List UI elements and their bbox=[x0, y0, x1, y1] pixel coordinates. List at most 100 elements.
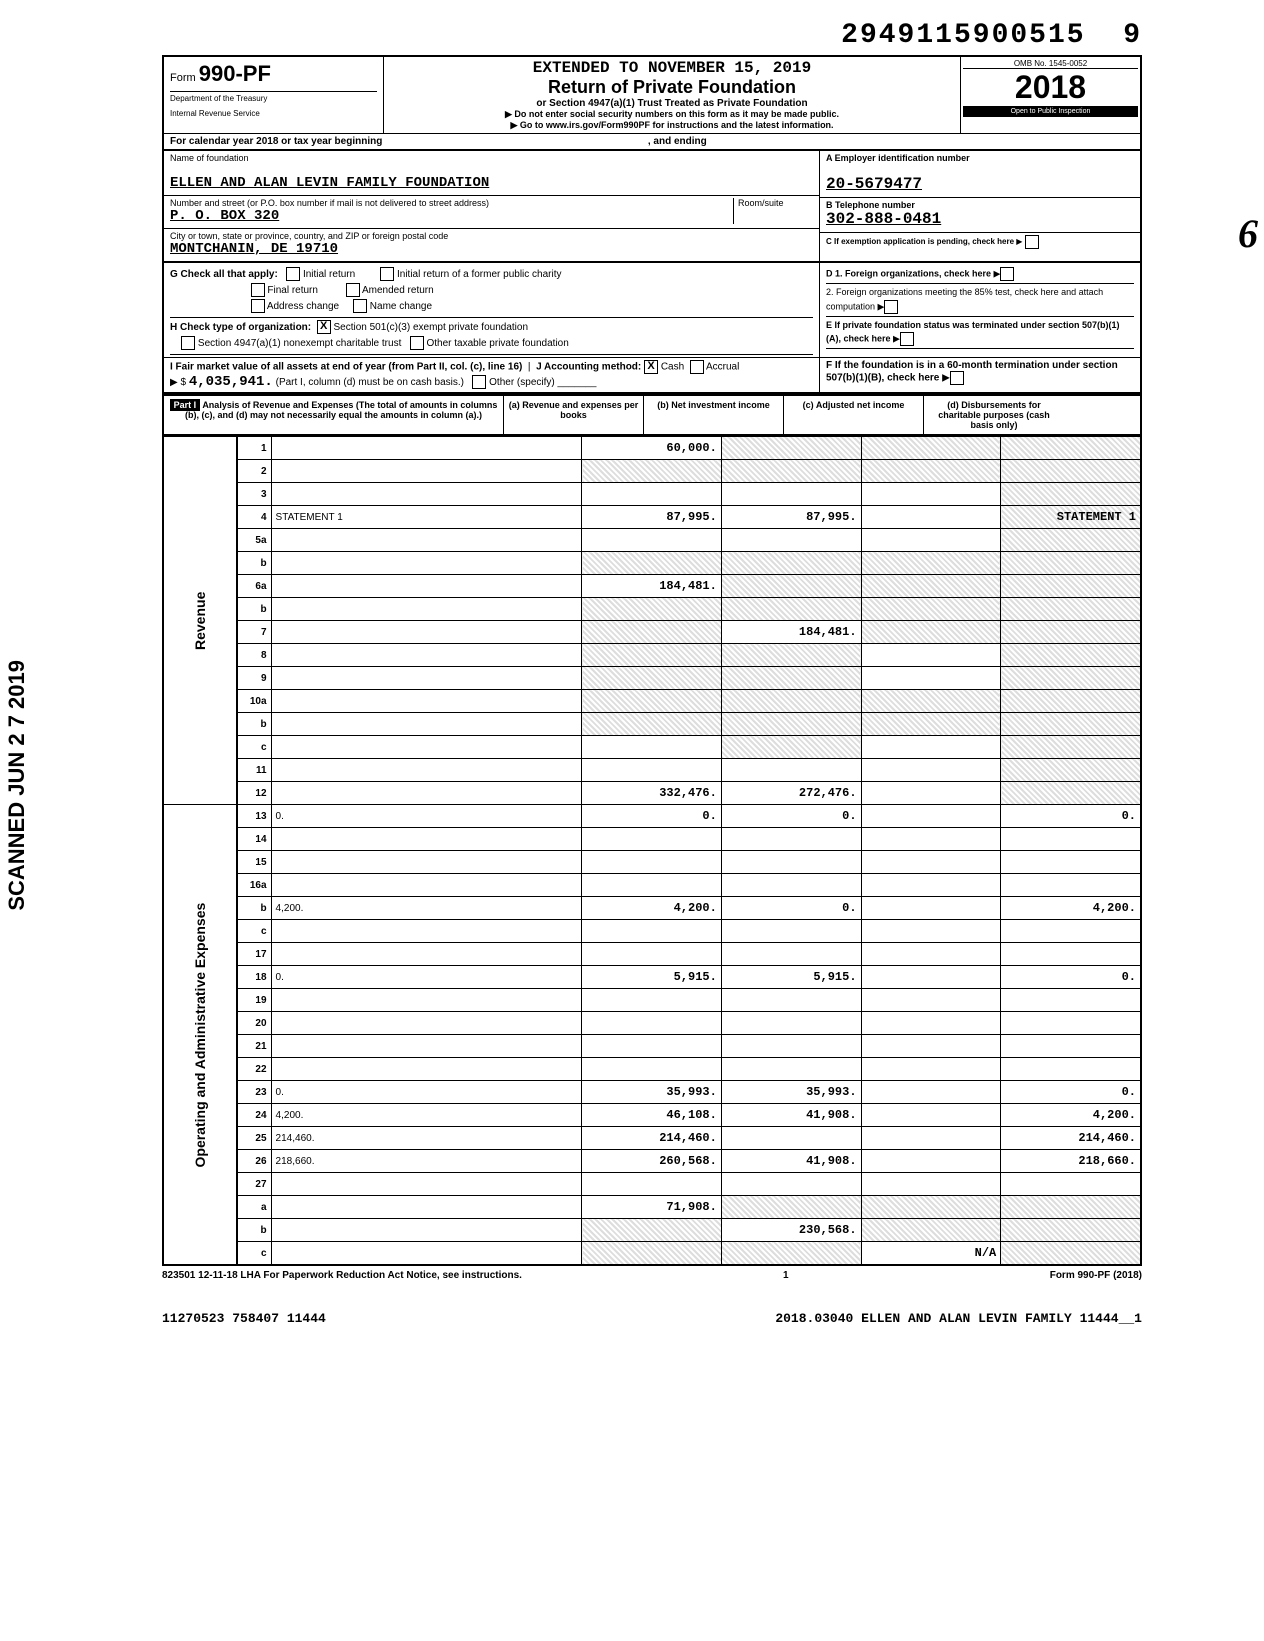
cell-b bbox=[721, 989, 861, 1012]
h-other-taxable[interactable] bbox=[410, 336, 424, 350]
line-description: 0. bbox=[271, 966, 582, 989]
line-description bbox=[271, 529, 582, 552]
cell-c bbox=[861, 1081, 1001, 1104]
form-990pf-page: 2949115900515 9 Form 990-PF Department o… bbox=[162, 20, 1142, 1326]
cell-b: 0. bbox=[721, 897, 861, 920]
g-address-change[interactable] bbox=[251, 299, 265, 313]
footer-line: 823501 12-11-18 LHA For Paperwork Reduct… bbox=[162, 1270, 1142, 1281]
line-description bbox=[271, 759, 582, 782]
g-initial-return[interactable] bbox=[286, 267, 300, 281]
cell-d bbox=[1001, 828, 1141, 851]
h-501c3[interactable]: X bbox=[317, 320, 331, 334]
check-section: G Check all that apply: Initial return I… bbox=[162, 263, 1142, 357]
line-description bbox=[271, 1058, 582, 1081]
cell-d: 0. bbox=[1001, 805, 1141, 828]
dept-treasury: Department of the Treasury bbox=[170, 91, 377, 103]
cell-a: 260,568. bbox=[582, 1150, 722, 1173]
cell-d bbox=[1001, 621, 1141, 644]
cell-c bbox=[861, 598, 1001, 621]
line-number: 27 bbox=[237, 1173, 271, 1196]
cell-d bbox=[1001, 529, 1141, 552]
cell-d bbox=[1001, 989, 1141, 1012]
j-accrual[interactable] bbox=[690, 360, 704, 374]
col-a-header: (a) Revenue and expenses per books bbox=[504, 396, 644, 434]
cell-d bbox=[1001, 782, 1141, 805]
cell-c bbox=[861, 1219, 1001, 1242]
form-label: Form 990-PF bbox=[170, 61, 377, 87]
cell-d bbox=[1001, 460, 1141, 483]
line-description: 0. bbox=[271, 805, 582, 828]
line-number: 5a bbox=[237, 529, 271, 552]
open-to-public: Open to Public Inspection bbox=[963, 106, 1138, 117]
line-number: b bbox=[237, 713, 271, 736]
d2-checkbox[interactable] bbox=[884, 300, 898, 314]
line-number: 20 bbox=[237, 1012, 271, 1035]
cell-c bbox=[861, 575, 1001, 598]
line-description: STATEMENT 1 bbox=[271, 506, 582, 529]
scanned-stamp: SCANNED JUN 2 7 2019 bbox=[4, 660, 30, 911]
g-final-return[interactable] bbox=[251, 283, 265, 297]
g-initial-former[interactable] bbox=[380, 267, 394, 281]
line-description: 4,200. bbox=[271, 897, 582, 920]
footer-page: 1 bbox=[783, 1270, 789, 1281]
cell-c bbox=[861, 483, 1001, 506]
cell-d bbox=[1001, 690, 1141, 713]
line-number: 12 bbox=[237, 782, 271, 805]
cell-a bbox=[582, 874, 722, 897]
c-checkbox[interactable] bbox=[1025, 235, 1039, 249]
line-description bbox=[271, 690, 582, 713]
g-amended[interactable] bbox=[346, 283, 360, 297]
h-4947[interactable] bbox=[181, 336, 195, 350]
header-right: OMB No. 1545-0052 2018 Open to Public In… bbox=[960, 57, 1140, 133]
j-other[interactable] bbox=[472, 375, 486, 389]
line-number: b bbox=[237, 897, 271, 920]
cell-a bbox=[582, 1173, 722, 1196]
cell-b bbox=[721, 1035, 861, 1058]
cell-d bbox=[1001, 575, 1141, 598]
e-checkbox[interactable] bbox=[900, 332, 914, 346]
cell-b bbox=[721, 874, 861, 897]
margin-handwritten: 6 bbox=[1238, 210, 1258, 257]
side-label-revenue: Revenue bbox=[163, 437, 237, 805]
cell-b bbox=[721, 667, 861, 690]
cell-b bbox=[721, 483, 861, 506]
line-number: a bbox=[237, 1196, 271, 1219]
h-label: H Check type of organization: bbox=[170, 322, 311, 333]
header-band: Form 990-PF Department of the Treasury I… bbox=[162, 55, 1142, 133]
room-suite-label: Room/suite bbox=[738, 198, 813, 208]
footer-form: Form 990-PF (2018) bbox=[1050, 1270, 1142, 1281]
j-cash[interactable]: X bbox=[644, 360, 658, 374]
cell-b bbox=[721, 1127, 861, 1150]
cell-c bbox=[861, 667, 1001, 690]
cell-a bbox=[582, 1058, 722, 1081]
cell-d bbox=[1001, 713, 1141, 736]
cell-a bbox=[582, 483, 722, 506]
line-number: 10a bbox=[237, 690, 271, 713]
name-address-block: Name of foundation ELLEN AND ALAN LEVIN … bbox=[162, 151, 1142, 263]
col-b-header: (b) Net investment income bbox=[644, 396, 784, 434]
line-description bbox=[271, 943, 582, 966]
cell-b bbox=[721, 552, 861, 575]
cell-c bbox=[861, 460, 1001, 483]
cell-a: 332,476. bbox=[582, 782, 722, 805]
side-label-expenses: Operating and Administrative Expenses bbox=[163, 805, 237, 1266]
cell-b bbox=[721, 1058, 861, 1081]
cell-c bbox=[861, 529, 1001, 552]
cell-a: 184,481. bbox=[582, 575, 722, 598]
line-description bbox=[271, 483, 582, 506]
line-number: 4 bbox=[237, 506, 271, 529]
cell-d bbox=[1001, 598, 1141, 621]
footer-lha: 823501 12-11-18 LHA For Paperwork Reduct… bbox=[162, 1270, 522, 1281]
cell-c bbox=[861, 1012, 1001, 1035]
g-name-change[interactable] bbox=[353, 299, 367, 313]
extended-line: EXTENDED TO NOVEMBER 15, 2019 bbox=[388, 59, 956, 77]
cell-b bbox=[721, 736, 861, 759]
cell-b bbox=[721, 1196, 861, 1219]
d1-checkbox[interactable] bbox=[1000, 267, 1014, 281]
cell-a bbox=[582, 621, 722, 644]
cell-a bbox=[582, 690, 722, 713]
f-checkbox[interactable] bbox=[950, 371, 964, 385]
footer-code-line: 11270523 758407 11444 2018.03040 ELLEN A… bbox=[162, 1311, 1142, 1326]
g-label: G Check all that apply: bbox=[170, 269, 278, 280]
line-number: 22 bbox=[237, 1058, 271, 1081]
